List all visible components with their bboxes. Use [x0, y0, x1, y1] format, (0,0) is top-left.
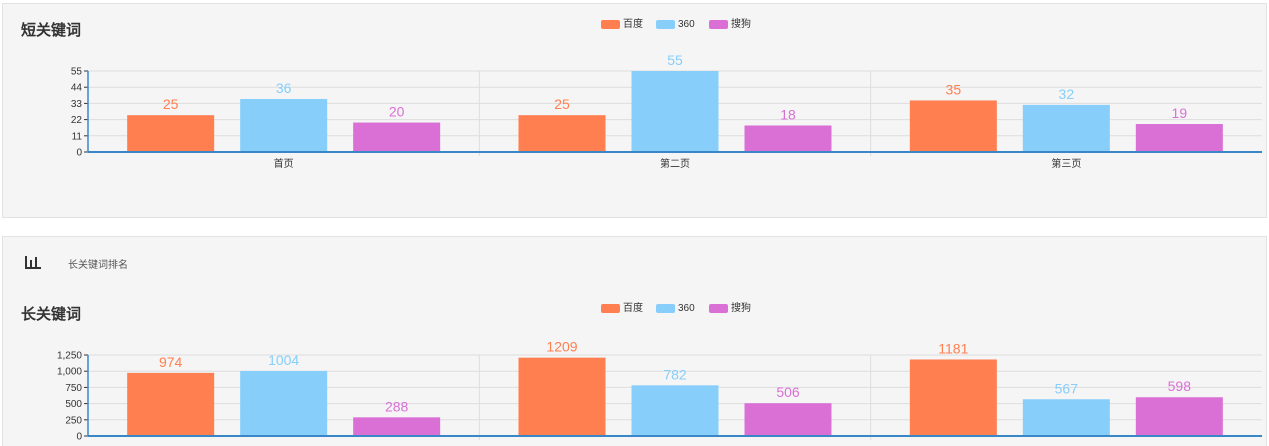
y-tick-label: 55 — [71, 67, 83, 78]
data-label: 782 — [663, 366, 687, 382]
data-label: 974 — [159, 354, 183, 370]
data-label: 20 — [389, 104, 405, 120]
y-tick-label: 1,250 — [57, 351, 82, 362]
bar — [1022, 104, 1110, 152]
x-tick-label: 第三页 — [1051, 157, 1081, 170]
legend-label: 百度 — [623, 301, 643, 314]
bar — [1022, 399, 1110, 436]
bar — [744, 403, 832, 436]
bar — [1135, 124, 1223, 152]
x-tick-label: 首页 — [274, 157, 294, 170]
y-tick-label: 0 — [76, 432, 82, 442]
bar — [240, 370, 328, 436]
data-label: 35 — [946, 81, 962, 97]
y-tick-label: 22 — [71, 115, 83, 126]
legend-label: 搜狗 — [731, 301, 751, 314]
long-keyword-rank-header — [2, 236, 1267, 287]
bar — [353, 122, 441, 152]
bar — [909, 359, 997, 436]
data-label: 506 — [776, 384, 800, 400]
y-tick-label: 0 — [76, 148, 82, 159]
data-label: 598 — [1168, 378, 1192, 394]
data-label: 25 — [554, 96, 570, 112]
bar — [909, 100, 997, 152]
data-label: 55 — [667, 52, 683, 68]
chart-title: 短关键词 — [21, 21, 81, 39]
bar — [353, 417, 441, 436]
y-tick-label: 11 — [72, 131, 83, 142]
bar — [240, 98, 328, 152]
bar — [744, 125, 832, 152]
bar — [631, 71, 719, 152]
legend-swatch — [709, 304, 728, 313]
x-tick-label: 第二页 — [660, 157, 690, 170]
section-header-label: 长关键词排名 — [68, 260, 128, 271]
data-label: 19 — [1172, 105, 1188, 121]
data-label: 32 — [1059, 86, 1075, 102]
chart-title: 长关键词 — [21, 305, 81, 323]
bar — [1135, 397, 1223, 436]
legend-swatch — [709, 20, 728, 29]
legend-swatch — [601, 20, 620, 29]
legend-swatch — [656, 304, 675, 313]
bar — [127, 372, 215, 436]
legend-label: 搜狗 — [731, 17, 751, 30]
data-label: 567 — [1055, 380, 1079, 396]
y-tick-label: 750 — [65, 383, 82, 394]
bar — [518, 357, 606, 436]
data-label: 288 — [385, 398, 409, 414]
legend-label: 360 — [678, 303, 695, 314]
y-tick-label: 44 — [71, 83, 83, 94]
data-label: 1181 — [938, 340, 968, 356]
y-tick-label: 1,000 — [57, 367, 82, 378]
data-label: 18 — [780, 106, 796, 122]
data-label: 36 — [276, 80, 292, 96]
bar — [631, 385, 719, 436]
data-label: 25 — [163, 96, 179, 112]
legend-label: 百度 — [623, 17, 643, 30]
bar-chart-icon — [25, 256, 41, 269]
legend-swatch — [601, 304, 620, 313]
legend-label: 360 — [678, 19, 695, 30]
bar — [518, 115, 606, 152]
data-label: 1209 — [546, 339, 577, 355]
y-tick-label: 33 — [71, 99, 83, 110]
y-tick-label: 500 — [65, 399, 82, 410]
y-tick-label: 250 — [65, 415, 82, 426]
legend-swatch — [656, 20, 675, 29]
bar — [127, 115, 215, 152]
data-label: 1004 — [268, 352, 299, 368]
